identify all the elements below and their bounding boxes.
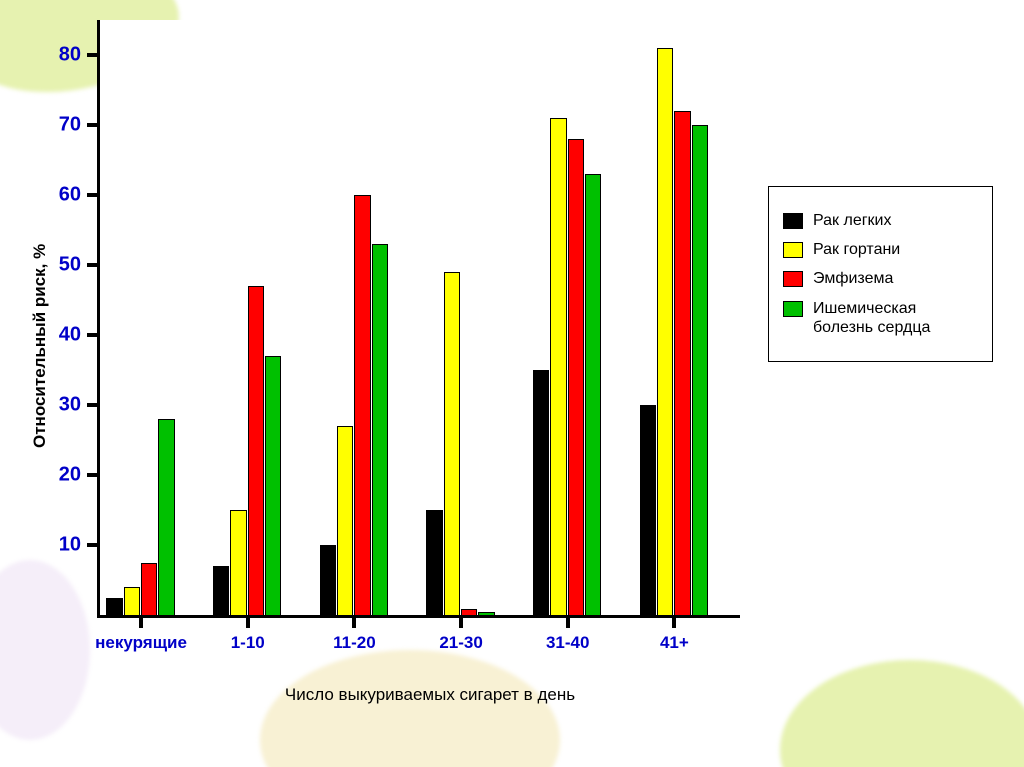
x-tick [566,618,570,628]
bar [106,598,122,616]
chart-container: Относительный риск, % Число выкуриваемых… [0,0,1024,767]
x-axis-title: Число выкуриваемых сигарет в день [250,685,610,705]
bar [478,612,494,616]
bar [444,272,460,615]
y-tick-label: 80 [0,44,81,67]
legend-item: Рак легких [783,211,978,230]
y-tick [87,263,97,267]
bar [550,118,566,615]
x-tick [459,618,463,628]
bar [674,111,690,615]
x-tick-label: 1-10 [231,633,265,653]
bar [640,405,656,615]
bar [213,566,229,615]
x-tick-label: 21-30 [439,633,482,653]
legend-swatch [783,242,803,258]
legend-label: Ишемическая болезнь сердца [813,299,973,337]
bar [354,195,370,615]
legend-item: Рак гортани [783,240,978,259]
x-tick [139,618,143,628]
legend: Рак легких Рак гортани Эмфизема Ишемическая… [768,186,993,362]
y-tick [87,123,97,127]
x-axis [97,615,740,618]
bar [124,587,140,615]
bar [461,609,477,615]
legend-item: Ишемическая болезнь сердца [783,299,978,337]
y-tick [87,543,97,547]
bar [585,174,601,615]
bar [141,563,157,616]
y-tick-label: 10 [0,534,81,557]
y-tick [87,333,97,337]
bar [426,510,442,615]
y-tick-label: 50 [0,254,81,277]
legend-label: Эмфизема [813,269,893,288]
y-tick [87,473,97,477]
y-tick [87,53,97,57]
legend-label: Рак гортани [813,240,900,259]
legend-swatch [783,213,803,229]
bar [533,370,549,615]
bar [158,419,174,615]
bar [248,286,264,615]
x-tick-label: 41+ [660,633,689,653]
bar [568,139,584,615]
y-tick [87,403,97,407]
y-tick-label: 30 [0,394,81,417]
legend-item: Эмфизема [783,269,978,288]
x-tick [246,618,250,628]
y-tick-label: 20 [0,464,81,487]
bar [657,48,673,615]
bar [337,426,353,615]
bar [320,545,336,615]
y-axis [97,20,100,618]
legend-label: Рак легких [813,211,892,230]
bar [692,125,708,615]
legend-swatch [783,271,803,287]
bar [265,356,281,615]
bar [230,510,246,615]
x-tick-label: 31-40 [546,633,589,653]
legend-swatch [783,301,803,317]
bar [372,244,388,615]
y-tick-label: 40 [0,324,81,347]
y-tick [87,193,97,197]
x-tick-label: некурящие [95,633,187,653]
x-tick-label: 11-20 [333,633,376,653]
y-tick-label: 60 [0,184,81,207]
x-tick [672,618,676,628]
x-tick [352,618,356,628]
y-tick-label: 70 [0,114,81,137]
